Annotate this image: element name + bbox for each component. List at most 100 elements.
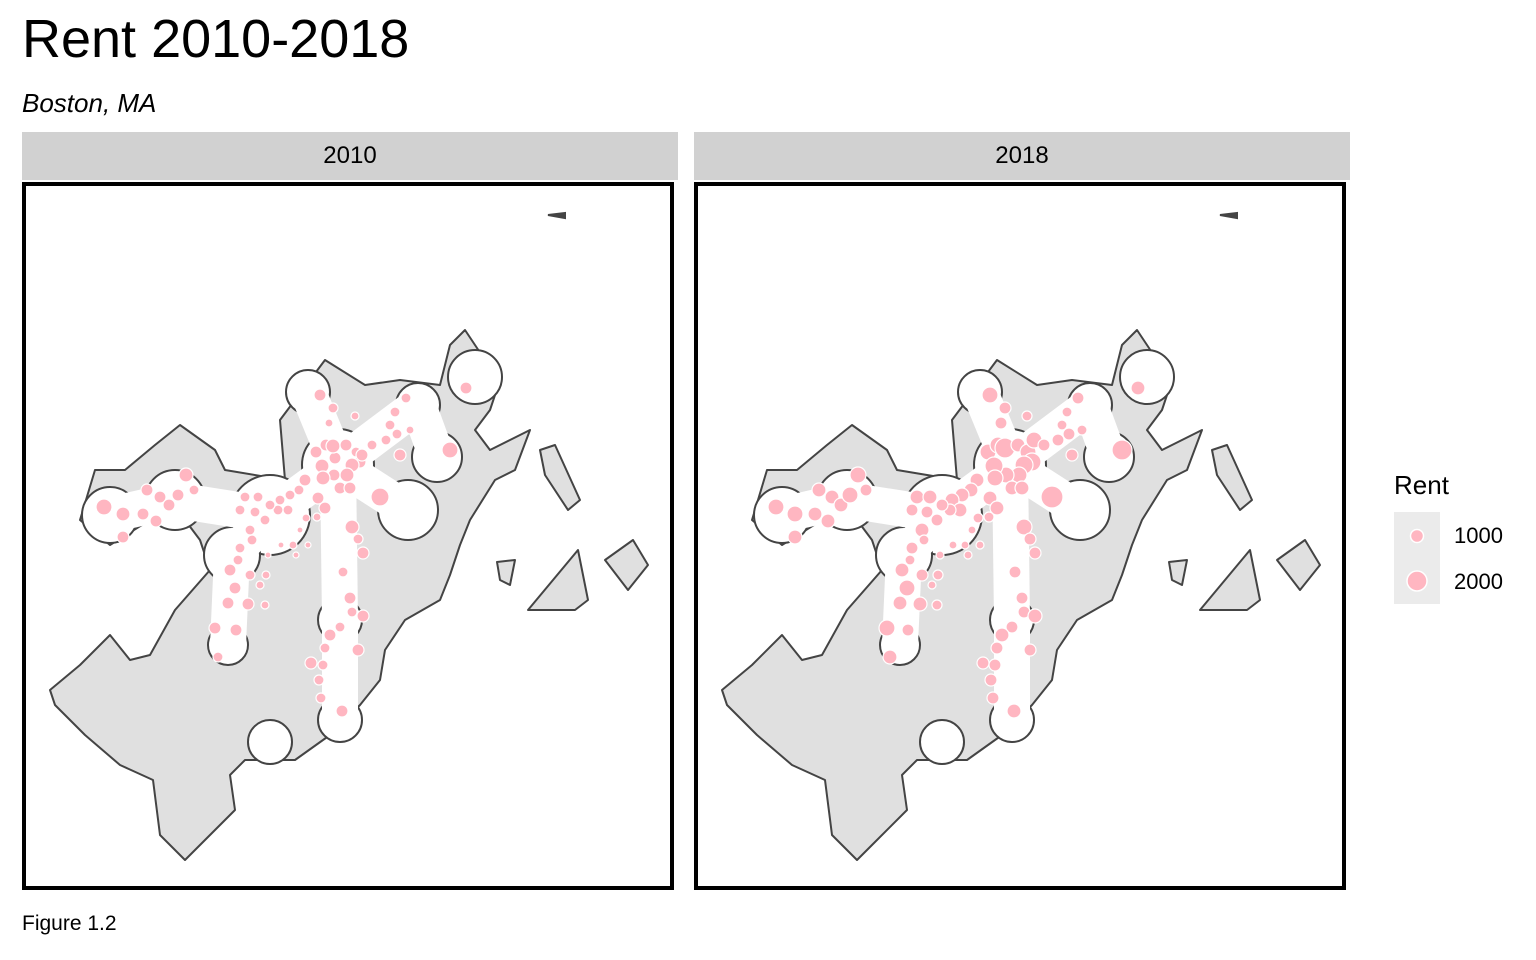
rent-point [301, 513, 311, 523]
rent-point [249, 506, 261, 518]
buffer-corridor [400, 387, 455, 475]
rent-point [327, 402, 339, 414]
rent-point [339, 467, 355, 483]
rent-point [315, 470, 331, 486]
map-panel-2018 [694, 182, 1346, 890]
rent-point [241, 597, 255, 611]
rent-point [178, 467, 194, 483]
facet-label: 2018 [995, 142, 1049, 169]
rent-point [1076, 424, 1088, 436]
rent-point [221, 596, 235, 610]
rent-point [115, 506, 131, 522]
rent-point [1062, 427, 1076, 441]
rent-point [274, 494, 286, 506]
rent-point [400, 392, 412, 404]
rent-point [905, 503, 919, 517]
rent-point [935, 550, 945, 560]
rent-point [351, 643, 365, 657]
rent-point [976, 656, 990, 670]
rent-point [1056, 419, 1068, 431]
rent-point [859, 483, 873, 497]
figure-caption: Figure 1.2 [22, 912, 117, 935]
rent-point [988, 658, 1002, 672]
rent-point [188, 484, 200, 496]
small-island-shape [1219, 211, 1238, 220]
small-island-shape [547, 211, 566, 220]
rent-point [960, 540, 970, 550]
rent-point [994, 416, 1008, 430]
rent-point [313, 388, 327, 402]
rent-point [324, 418, 334, 428]
rent-point [318, 501, 332, 515]
rent-point [389, 406, 401, 418]
rent-point [1015, 518, 1033, 536]
island-shape-3 [1168, 559, 1188, 586]
rent-point [904, 554, 916, 566]
rent-point [288, 540, 298, 550]
rent-point [234, 542, 246, 554]
rent-point [1028, 546, 1042, 560]
island-shape-4 [539, 444, 581, 511]
legend-title: Rent [1394, 470, 1449, 500]
rent-point [882, 649, 898, 665]
rent-point [841, 486, 859, 504]
rent-point [935, 498, 949, 512]
legend-label-2000: 2000 [1454, 569, 1503, 594]
island-shape-4 [1211, 444, 1253, 511]
rent-point [963, 550, 973, 560]
rent-point [932, 569, 944, 581]
rent-point [1071, 391, 1085, 405]
chart-subtitle: Boston, MA [22, 88, 157, 118]
rent-point [1023, 643, 1037, 657]
rent-point [901, 623, 915, 637]
rent-point [356, 546, 370, 560]
rent-point [252, 491, 264, 503]
rent-point [264, 499, 276, 511]
legend-key-2000 [1406, 570, 1428, 592]
map-panel-2010 [22, 182, 674, 890]
rent-point [898, 579, 916, 597]
rent-point [325, 438, 341, 454]
rent-point [304, 541, 312, 549]
rent-point [930, 513, 944, 527]
rent-point [920, 505, 934, 519]
rent-point [405, 425, 415, 435]
rent-point [849, 466, 867, 484]
rent-point [312, 512, 322, 522]
rent-point [323, 628, 337, 642]
rent-point [356, 609, 370, 623]
rent-point [915, 568, 929, 582]
rent-point [319, 642, 331, 654]
chart-title: Rent 2010-2018 [22, 9, 410, 69]
boston-map-2018 [721, 211, 1321, 861]
legend-label-1000: 1000 [1454, 523, 1503, 548]
rent-point [787, 529, 803, 545]
rent-point [1130, 380, 1146, 396]
rent-point [343, 481, 357, 495]
rent-point [380, 434, 392, 446]
rent-point [255, 580, 265, 590]
island-shape-3 [496, 559, 516, 586]
rent-point [820, 513, 836, 529]
rent-point [811, 482, 827, 498]
rent-point [309, 445, 323, 459]
rent-point [1006, 703, 1022, 719]
rent-point [282, 504, 294, 516]
facet-label: 2010 [323, 142, 377, 169]
rent-point [317, 659, 329, 671]
rent-point [234, 504, 246, 516]
rent-point [334, 621, 346, 633]
rent-point [315, 692, 327, 704]
rent-point [293, 484, 305, 496]
legend-key-1000 [1409, 528, 1425, 544]
rent-point [984, 673, 998, 687]
rent-point [998, 401, 1012, 415]
facet-strip-2010: 2010 [22, 132, 678, 180]
rent-point [967, 525, 977, 535]
rent-point [1021, 410, 1033, 422]
rent-point [1061, 406, 1073, 418]
island-shape-2 [1276, 539, 1321, 591]
rent-point [239, 491, 251, 503]
island-shape-2 [604, 539, 649, 591]
rent-point [232, 554, 244, 566]
